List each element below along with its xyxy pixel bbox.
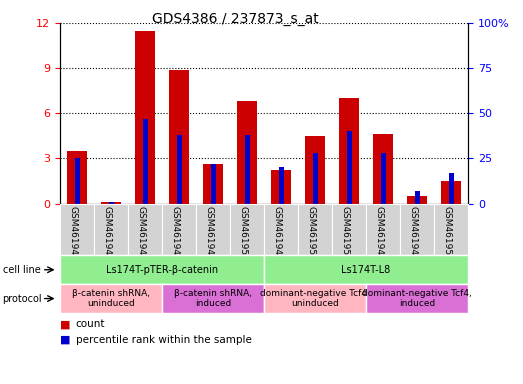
Text: Ls174T-L8: Ls174T-L8 [342,265,391,275]
Bar [373,134,393,204]
Text: GSM461952: GSM461952 [442,206,451,261]
Text: ■: ■ [60,335,71,345]
Bar [101,202,121,204]
Text: GSM461946: GSM461946 [170,206,179,261]
Text: β-catenin shRNA,
induced: β-catenin shRNA, induced [174,289,252,308]
Bar [109,202,113,204]
Bar [381,153,385,204]
Text: GSM461951: GSM461951 [306,206,315,261]
Text: count: count [76,319,105,329]
Text: dominant-negative Tcf4,
uninduced: dominant-negative Tcf4, uninduced [260,289,370,308]
Bar [211,164,215,204]
Text: GDS4386 / 237873_s_at: GDS4386 / 237873_s_at [152,12,319,25]
Text: dominant-negative Tcf4,
induced: dominant-negative Tcf4, induced [362,289,472,308]
Text: GSM461942: GSM461942 [68,206,77,261]
Bar [75,159,79,204]
Text: percentile rank within the sample: percentile rank within the sample [76,335,252,345]
Bar [67,151,87,204]
Text: cell line: cell line [3,265,40,275]
Bar [305,136,325,204]
Text: GSM461950: GSM461950 [238,206,247,261]
Text: GSM461947: GSM461947 [102,206,111,261]
Text: GSM461944: GSM461944 [272,206,281,261]
Bar [135,31,155,204]
Bar [177,135,181,204]
Bar [245,135,249,204]
Text: GSM461949: GSM461949 [136,206,145,261]
Bar [237,101,257,204]
Bar [271,170,291,204]
Text: β-catenin shRNA,
uninduced: β-catenin shRNA, uninduced [72,289,150,308]
Bar [339,98,359,204]
Bar [143,119,147,204]
Bar [407,196,427,204]
Bar [347,131,351,204]
Text: ■: ■ [60,319,71,329]
Bar [441,181,461,204]
Bar [415,191,419,204]
Bar [203,164,223,204]
Text: GSM461943: GSM461943 [374,206,383,261]
Bar [313,153,317,204]
Bar [169,70,189,204]
Bar [449,173,453,204]
Text: protocol: protocol [3,293,42,304]
Text: Ls174T-pTER-β-catenin: Ls174T-pTER-β-catenin [106,265,218,275]
Text: GSM461945: GSM461945 [408,206,417,261]
Bar [279,167,283,204]
Text: GSM461953: GSM461953 [340,206,349,261]
Text: GSM461948: GSM461948 [204,206,213,261]
